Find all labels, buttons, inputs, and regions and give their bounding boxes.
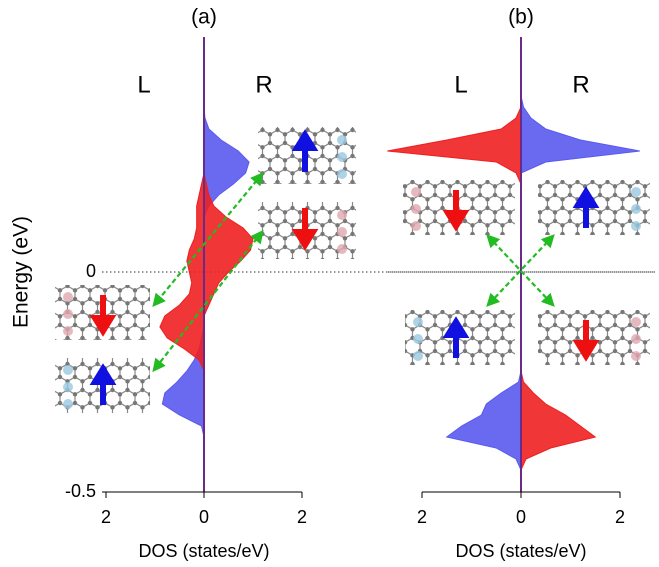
y-axis-label: Energy (eV) (10, 216, 33, 328)
ribbon (258, 202, 356, 259)
y-tick-label: 0 (86, 261, 96, 281)
ribbon (55, 358, 150, 413)
x-tick-label: 0 (516, 507, 526, 527)
figure: (a) L R -0.5 0 2 0 2 DOS (states/eV) Energy (eV) (… (0, 0, 659, 567)
structure-insets (55, 127, 650, 413)
x-axis-label: DOS (states/eV) (455, 541, 586, 561)
side-label: R (572, 71, 589, 98)
x-tick-label: 0 (199, 507, 209, 527)
ribbon (55, 285, 150, 340)
ribbon (538, 310, 650, 365)
x-tick-label: 2 (615, 507, 625, 527)
plots: (a) L R -0.5 0 2 0 2 DOS (states/eV) Energy (eV) (… (10, 6, 655, 561)
x-tick-label: 2 (101, 507, 111, 527)
panel-title: (a) (191, 6, 217, 29)
ribbon (403, 180, 515, 235)
ribbon (538, 180, 650, 235)
dos-area (447, 52, 521, 492)
side-label: L (454, 71, 467, 98)
x-axis-label: DOS (states/eV) (138, 541, 269, 561)
side-label: L (137, 71, 150, 98)
x-tick-label: 2 (297, 507, 307, 527)
x-tick-label: 2 (417, 507, 427, 527)
ribbon (405, 310, 515, 365)
panel-title: (b) (508, 6, 534, 29)
side-label: R (255, 71, 272, 98)
dos-area (204, 52, 253, 492)
ribbon (258, 127, 356, 184)
y-tick-label: -0.5 (65, 481, 96, 501)
